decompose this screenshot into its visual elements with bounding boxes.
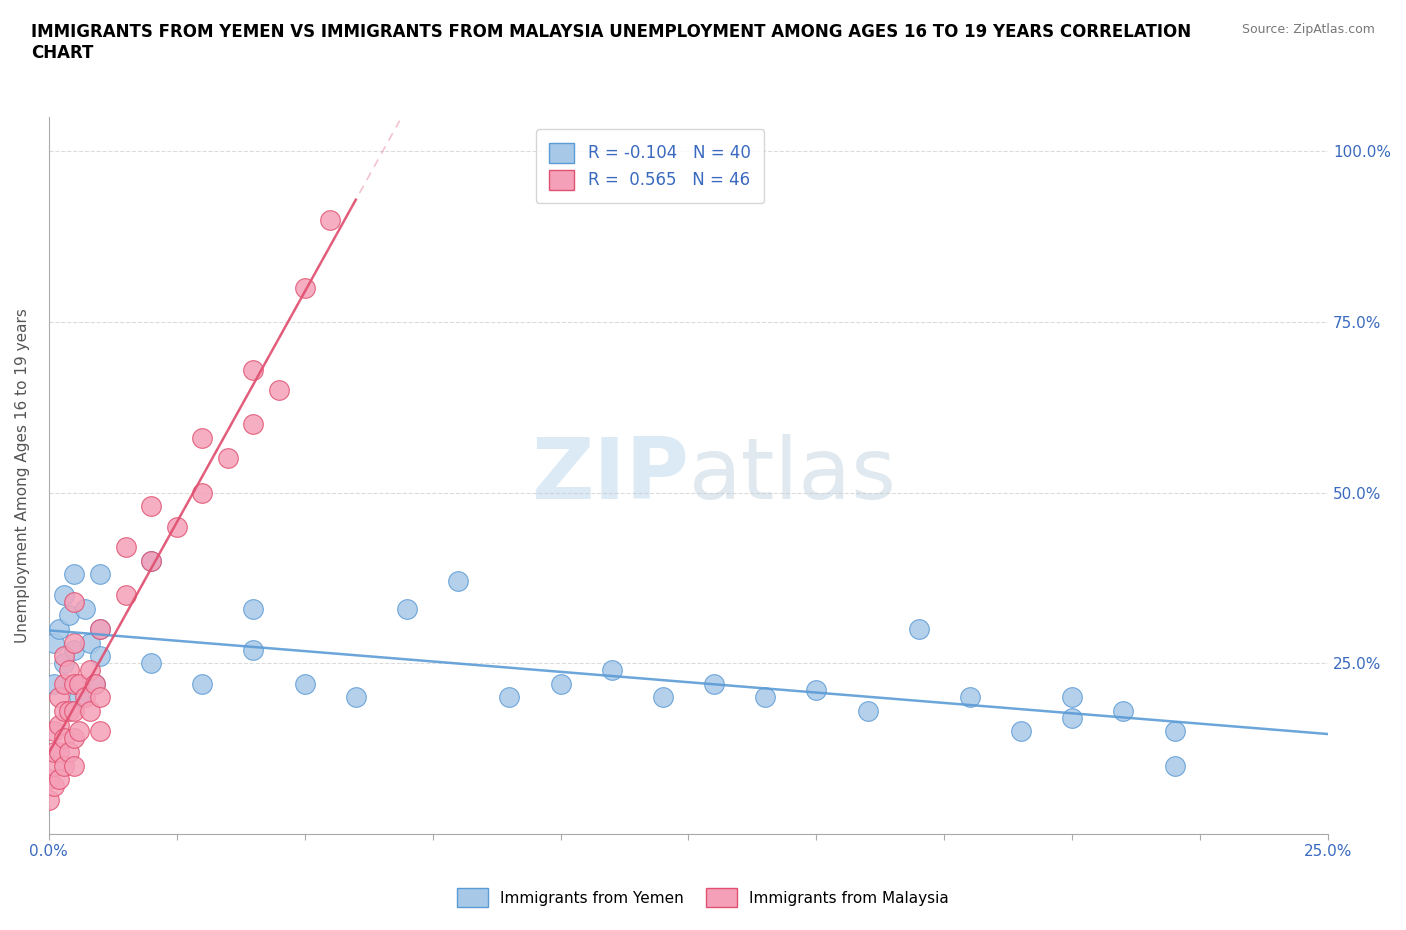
Legend: Immigrants from Yemen, Immigrants from Malaysia: Immigrants from Yemen, Immigrants from M…	[451, 883, 955, 913]
Point	[191, 485, 214, 500]
Point	[242, 642, 264, 657]
Point	[191, 676, 214, 691]
Point	[48, 717, 70, 732]
Point	[63, 642, 86, 657]
Point	[53, 588, 76, 603]
Point	[89, 649, 111, 664]
Point	[703, 676, 725, 691]
Point	[754, 690, 776, 705]
Point	[89, 621, 111, 636]
Point	[48, 621, 70, 636]
Point	[58, 703, 80, 718]
Point	[89, 621, 111, 636]
Point	[53, 649, 76, 664]
Point	[1062, 711, 1084, 725]
Point	[89, 724, 111, 738]
Point	[651, 690, 673, 705]
Point	[58, 744, 80, 759]
Point	[63, 703, 86, 718]
Point	[550, 676, 572, 691]
Point	[166, 519, 188, 534]
Point	[856, 703, 879, 718]
Point	[242, 363, 264, 378]
Legend: R = -0.104   N = 40, R =  0.565   N = 46: R = -0.104 N = 40, R = 0.565 N = 46	[536, 129, 763, 204]
Point	[63, 594, 86, 609]
Point	[907, 621, 929, 636]
Point	[42, 635, 65, 650]
Point	[63, 567, 86, 582]
Point	[63, 635, 86, 650]
Point	[53, 758, 76, 773]
Point	[42, 676, 65, 691]
Point	[38, 772, 60, 787]
Point	[139, 553, 162, 568]
Point	[38, 792, 60, 807]
Point	[42, 744, 65, 759]
Point	[83, 676, 105, 691]
Point	[114, 588, 136, 603]
Point	[217, 451, 239, 466]
Point	[242, 601, 264, 616]
Point	[1163, 758, 1185, 773]
Point	[53, 676, 76, 691]
Point	[69, 690, 91, 705]
Point	[319, 212, 342, 227]
Point	[191, 431, 214, 445]
Point	[42, 724, 65, 738]
Point	[53, 731, 76, 746]
Point	[1010, 724, 1032, 738]
Point	[267, 383, 290, 398]
Point	[959, 690, 981, 705]
Point	[48, 772, 70, 787]
Y-axis label: Unemployment Among Ages 16 to 19 years: Unemployment Among Ages 16 to 19 years	[15, 308, 30, 643]
Point	[69, 676, 91, 691]
Point	[139, 656, 162, 671]
Point	[69, 724, 91, 738]
Point	[89, 690, 111, 705]
Point	[48, 744, 70, 759]
Point	[58, 662, 80, 677]
Point	[73, 601, 96, 616]
Point	[498, 690, 520, 705]
Point	[79, 635, 101, 650]
Point	[600, 662, 623, 677]
Point	[89, 567, 111, 582]
Point	[294, 281, 316, 296]
Point	[447, 574, 470, 589]
Point	[83, 676, 105, 691]
Point	[1062, 690, 1084, 705]
Text: ZIP: ZIP	[530, 434, 689, 517]
Point	[58, 608, 80, 623]
Point	[63, 676, 86, 691]
Text: IMMIGRANTS FROM YEMEN VS IMMIGRANTS FROM MALAYSIA UNEMPLOYMENT AMONG AGES 16 TO : IMMIGRANTS FROM YEMEN VS IMMIGRANTS FROM…	[31, 23, 1191, 62]
Point	[139, 498, 162, 513]
Point	[79, 703, 101, 718]
Point	[73, 690, 96, 705]
Point	[395, 601, 418, 616]
Text: atlas: atlas	[689, 434, 897, 517]
Point	[344, 690, 367, 705]
Point	[79, 662, 101, 677]
Point	[48, 690, 70, 705]
Point	[294, 676, 316, 691]
Point	[42, 758, 65, 773]
Point	[806, 683, 828, 698]
Point	[114, 539, 136, 554]
Point	[63, 758, 86, 773]
Point	[63, 731, 86, 746]
Point	[53, 703, 76, 718]
Point	[1163, 724, 1185, 738]
Point	[1112, 703, 1135, 718]
Point	[42, 778, 65, 793]
Point	[53, 656, 76, 671]
Point	[139, 553, 162, 568]
Text: Source: ZipAtlas.com: Source: ZipAtlas.com	[1241, 23, 1375, 36]
Point	[242, 417, 264, 432]
